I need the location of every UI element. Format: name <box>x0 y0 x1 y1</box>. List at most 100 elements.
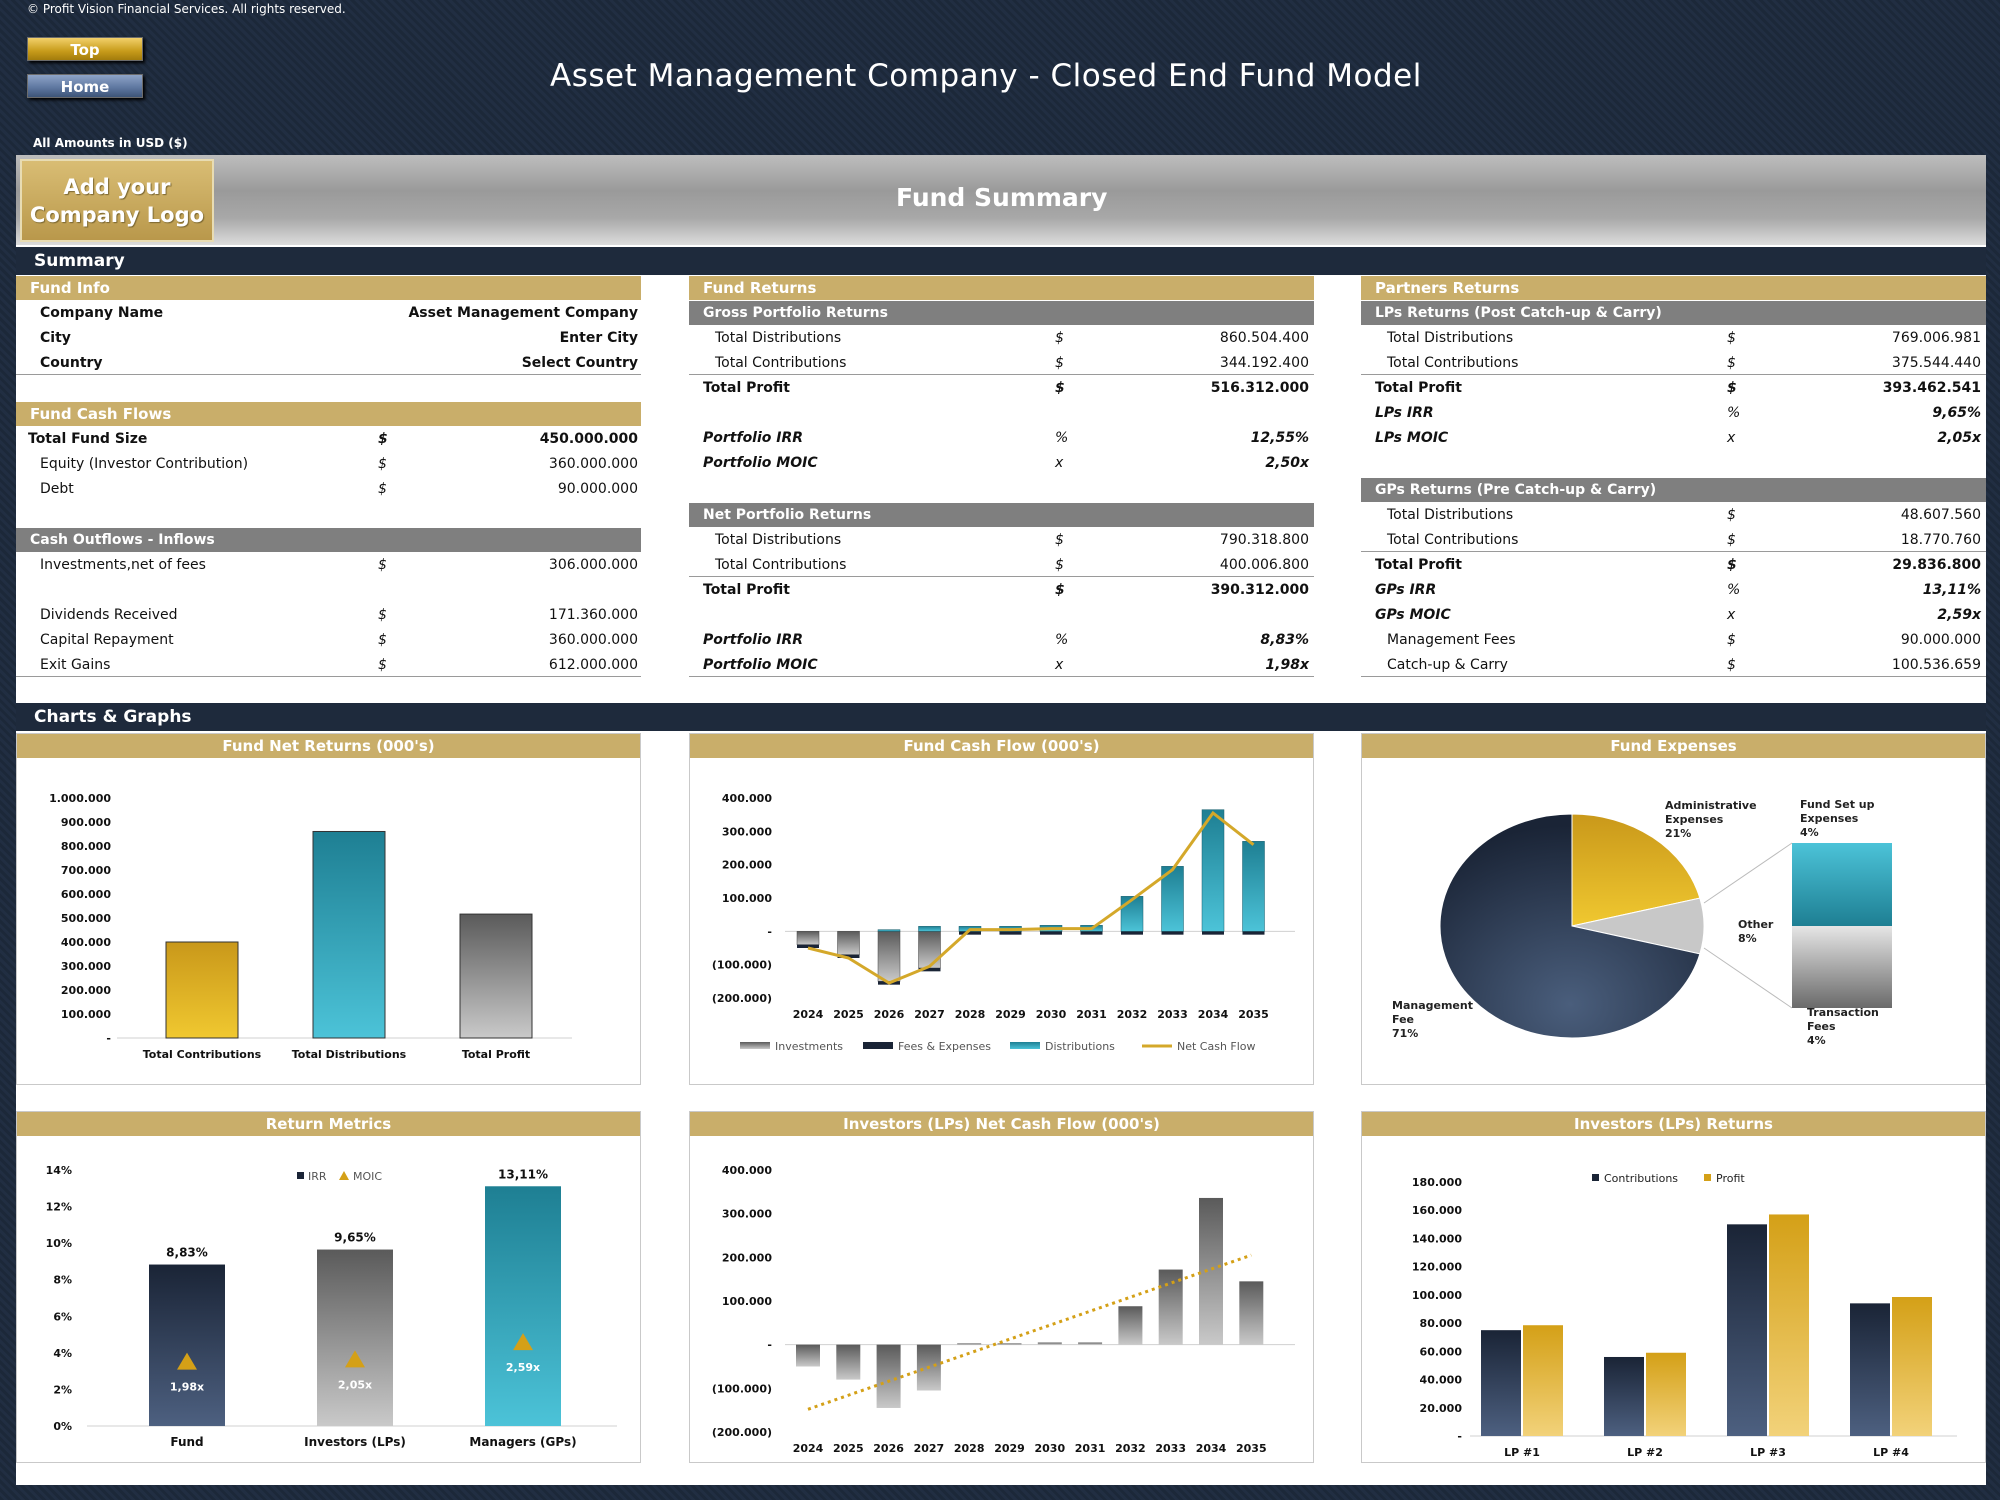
legend-label: Fees & Expenses <box>898 1040 991 1053</box>
admin-label-2: Expenses <box>1665 813 1724 826</box>
x-tick-label: 2030 <box>1034 1442 1065 1455</box>
fees-bar <box>918 968 941 972</box>
moic-label: 2,59x <box>506 1361 540 1374</box>
x-tick-label: LP #3 <box>1750 1446 1786 1459</box>
row-label: Management Fees <box>1387 632 1516 648</box>
y-tick-label: - <box>1457 1430 1462 1443</box>
row-unit: $ <box>1727 632 1736 648</box>
x-tick-label: 2026 <box>874 1008 905 1021</box>
distributions-bar <box>1242 841 1265 932</box>
row-unit: $ <box>378 607 387 623</box>
summary-row: Total Contributions $18.770.760 <box>1375 528 1981 553</box>
row-value: 12,55% <box>1250 430 1309 446</box>
x-tick-label: Total Distributions <box>292 1048 407 1061</box>
y-tick-label: 80.000 <box>1420 1317 1463 1330</box>
lp-cash-flow-bar <box>957 1343 982 1345</box>
row-label: GPs MOIC <box>1375 607 1451 623</box>
row-label: Exit Gains <box>40 657 111 673</box>
row-label: Investments,net of fees <box>40 557 206 573</box>
fees-bar <box>1202 931 1224 935</box>
row-value: 860.504.400 <box>1219 330 1309 346</box>
x-tick-label: 2024 <box>793 1442 824 1455</box>
row-value: 790.318.800 <box>1219 532 1309 548</box>
legend-label: Net Cash Flow <box>1177 1040 1256 1053</box>
x-tick-label: 2033 <box>1157 1008 1188 1021</box>
divider <box>1361 676 1986 677</box>
row-value: 769.006.981 <box>1891 330 1981 346</box>
x-tick-label: 2034 <box>1198 1008 1229 1021</box>
row-unit: x <box>1055 455 1064 471</box>
y-tick-label: 100.000 <box>61 1008 111 1021</box>
moic-label: 2,05x <box>338 1378 372 1391</box>
row-unit: $ <box>378 632 387 648</box>
x-tick-label: 2031 <box>1076 1008 1107 1021</box>
y-tick-label: 60.000 <box>1420 1345 1463 1358</box>
legend-swatch <box>1592 1174 1599 1181</box>
x-tick-label: 2035 <box>1238 1008 1269 1021</box>
legend-label: Contributions <box>1604 1172 1678 1185</box>
irr-bar <box>485 1186 561 1426</box>
summary-row: GPs IRR% 13,11% <box>1375 578 1981 603</box>
lp-cash-flow-bar <box>836 1344 861 1380</box>
x-tick-label: LP #2 <box>1627 1446 1663 1459</box>
chart-title: Investors (LPs) Net Cash Flow (000's) <box>690 1112 1313 1136</box>
row-value: 90.000.000 <box>1900 632 1981 648</box>
dashboard-panel: Add your Company Logo Fund Summary Summa… <box>16 155 1986 1485</box>
company-logo-placeholder[interactable]: Add your Company Logo <box>20 159 214 242</box>
net-returns-head: Net Portfolio Returns <box>689 503 1314 527</box>
divider <box>16 374 641 375</box>
summary-row: Total Distributions $769.006.981 <box>1375 326 1981 351</box>
row-label: Total Distributions <box>715 330 842 346</box>
top-button[interactable]: Top <box>27 37 143 61</box>
y-tick-label: 200.000 <box>61 984 111 997</box>
investments-bar <box>877 931 901 982</box>
x-tick-label: 2029 <box>994 1442 1025 1455</box>
row-label: Total Distributions <box>1387 507 1514 523</box>
summary-row: Total Distributions $860.504.400 <box>703 326 1309 351</box>
contributions-bar <box>1727 1224 1767 1436</box>
breakout-fund-setup <box>1792 843 1892 926</box>
chart-title: Fund Net Returns (000's) <box>17 734 640 758</box>
row-unit: x <box>1727 607 1736 623</box>
x-tick-label: 2028 <box>954 1442 985 1455</box>
row-value: 393.462.541 <box>1882 380 1981 396</box>
y-tick-label: 600.000 <box>61 888 111 901</box>
row-label: Portfolio MOIC <box>703 657 818 673</box>
y-tick-label: 100.000 <box>722 1295 772 1308</box>
mgmt-label-1: Management <box>1392 999 1473 1012</box>
legend-label: MOIC <box>353 1170 382 1183</box>
bar-total-distributions <box>312 830 386 1039</box>
logo-line-2: Company Logo <box>29 203 205 227</box>
y-tick-label: - <box>106 1032 111 1045</box>
row-label: Company Name <box>40 305 164 321</box>
page-title: Asset Management Company - Closed End Fu… <box>550 58 1422 94</box>
home-button[interactable]: Home <box>27 74 143 98</box>
fees-bar <box>837 954 860 958</box>
lp-net-cash-flow-chart: Investors (LPs) Net Cash Flow (000's) (2… <box>689 1111 1314 1463</box>
x-tick-label: Fund <box>170 1435 203 1449</box>
summary-row: Total Profit $29.836.800 <box>1375 553 1981 578</box>
y-tick-label: 180.000 <box>1412 1176 1462 1189</box>
row-unit: $ <box>1055 532 1064 548</box>
profit-bar <box>1646 1352 1686 1436</box>
summary-row: Capital Repayment $360.000.000 <box>28 628 638 653</box>
x-tick-label: 2025 <box>833 1442 864 1455</box>
divider <box>689 576 1314 577</box>
return-metrics-chart: Return Metrics 0% 2% 4% 6% 8% 10% 12% 14% 8,83% 1… <box>16 1111 641 1463</box>
row-label: Total Contributions <box>1387 532 1519 548</box>
row-unit: % <box>1055 430 1069 446</box>
breakout-transaction <box>1792 926 1892 1008</box>
investments-bar <box>918 931 941 969</box>
fund-cash-flows-head: Fund Cash Flows <box>16 402 641 426</box>
summary-row: Exit Gains $612.000.000 <box>28 653 638 678</box>
x-tick-label: 2025 <box>833 1008 864 1021</box>
y-tick-label: 400.000 <box>61 936 111 949</box>
lp-cash-flow-bar <box>1118 1306 1143 1345</box>
connector-line <box>1703 947 1793 1009</box>
row-unit: $ <box>1727 557 1737 573</box>
row-unit: $ <box>1727 657 1736 673</box>
row-label: Total Contributions <box>715 557 847 573</box>
y-tick-label: 100.000 <box>1412 1289 1462 1302</box>
lp-cash-flow-bar <box>997 1343 1022 1345</box>
y-tick-label: 40.000 <box>1420 1374 1463 1387</box>
